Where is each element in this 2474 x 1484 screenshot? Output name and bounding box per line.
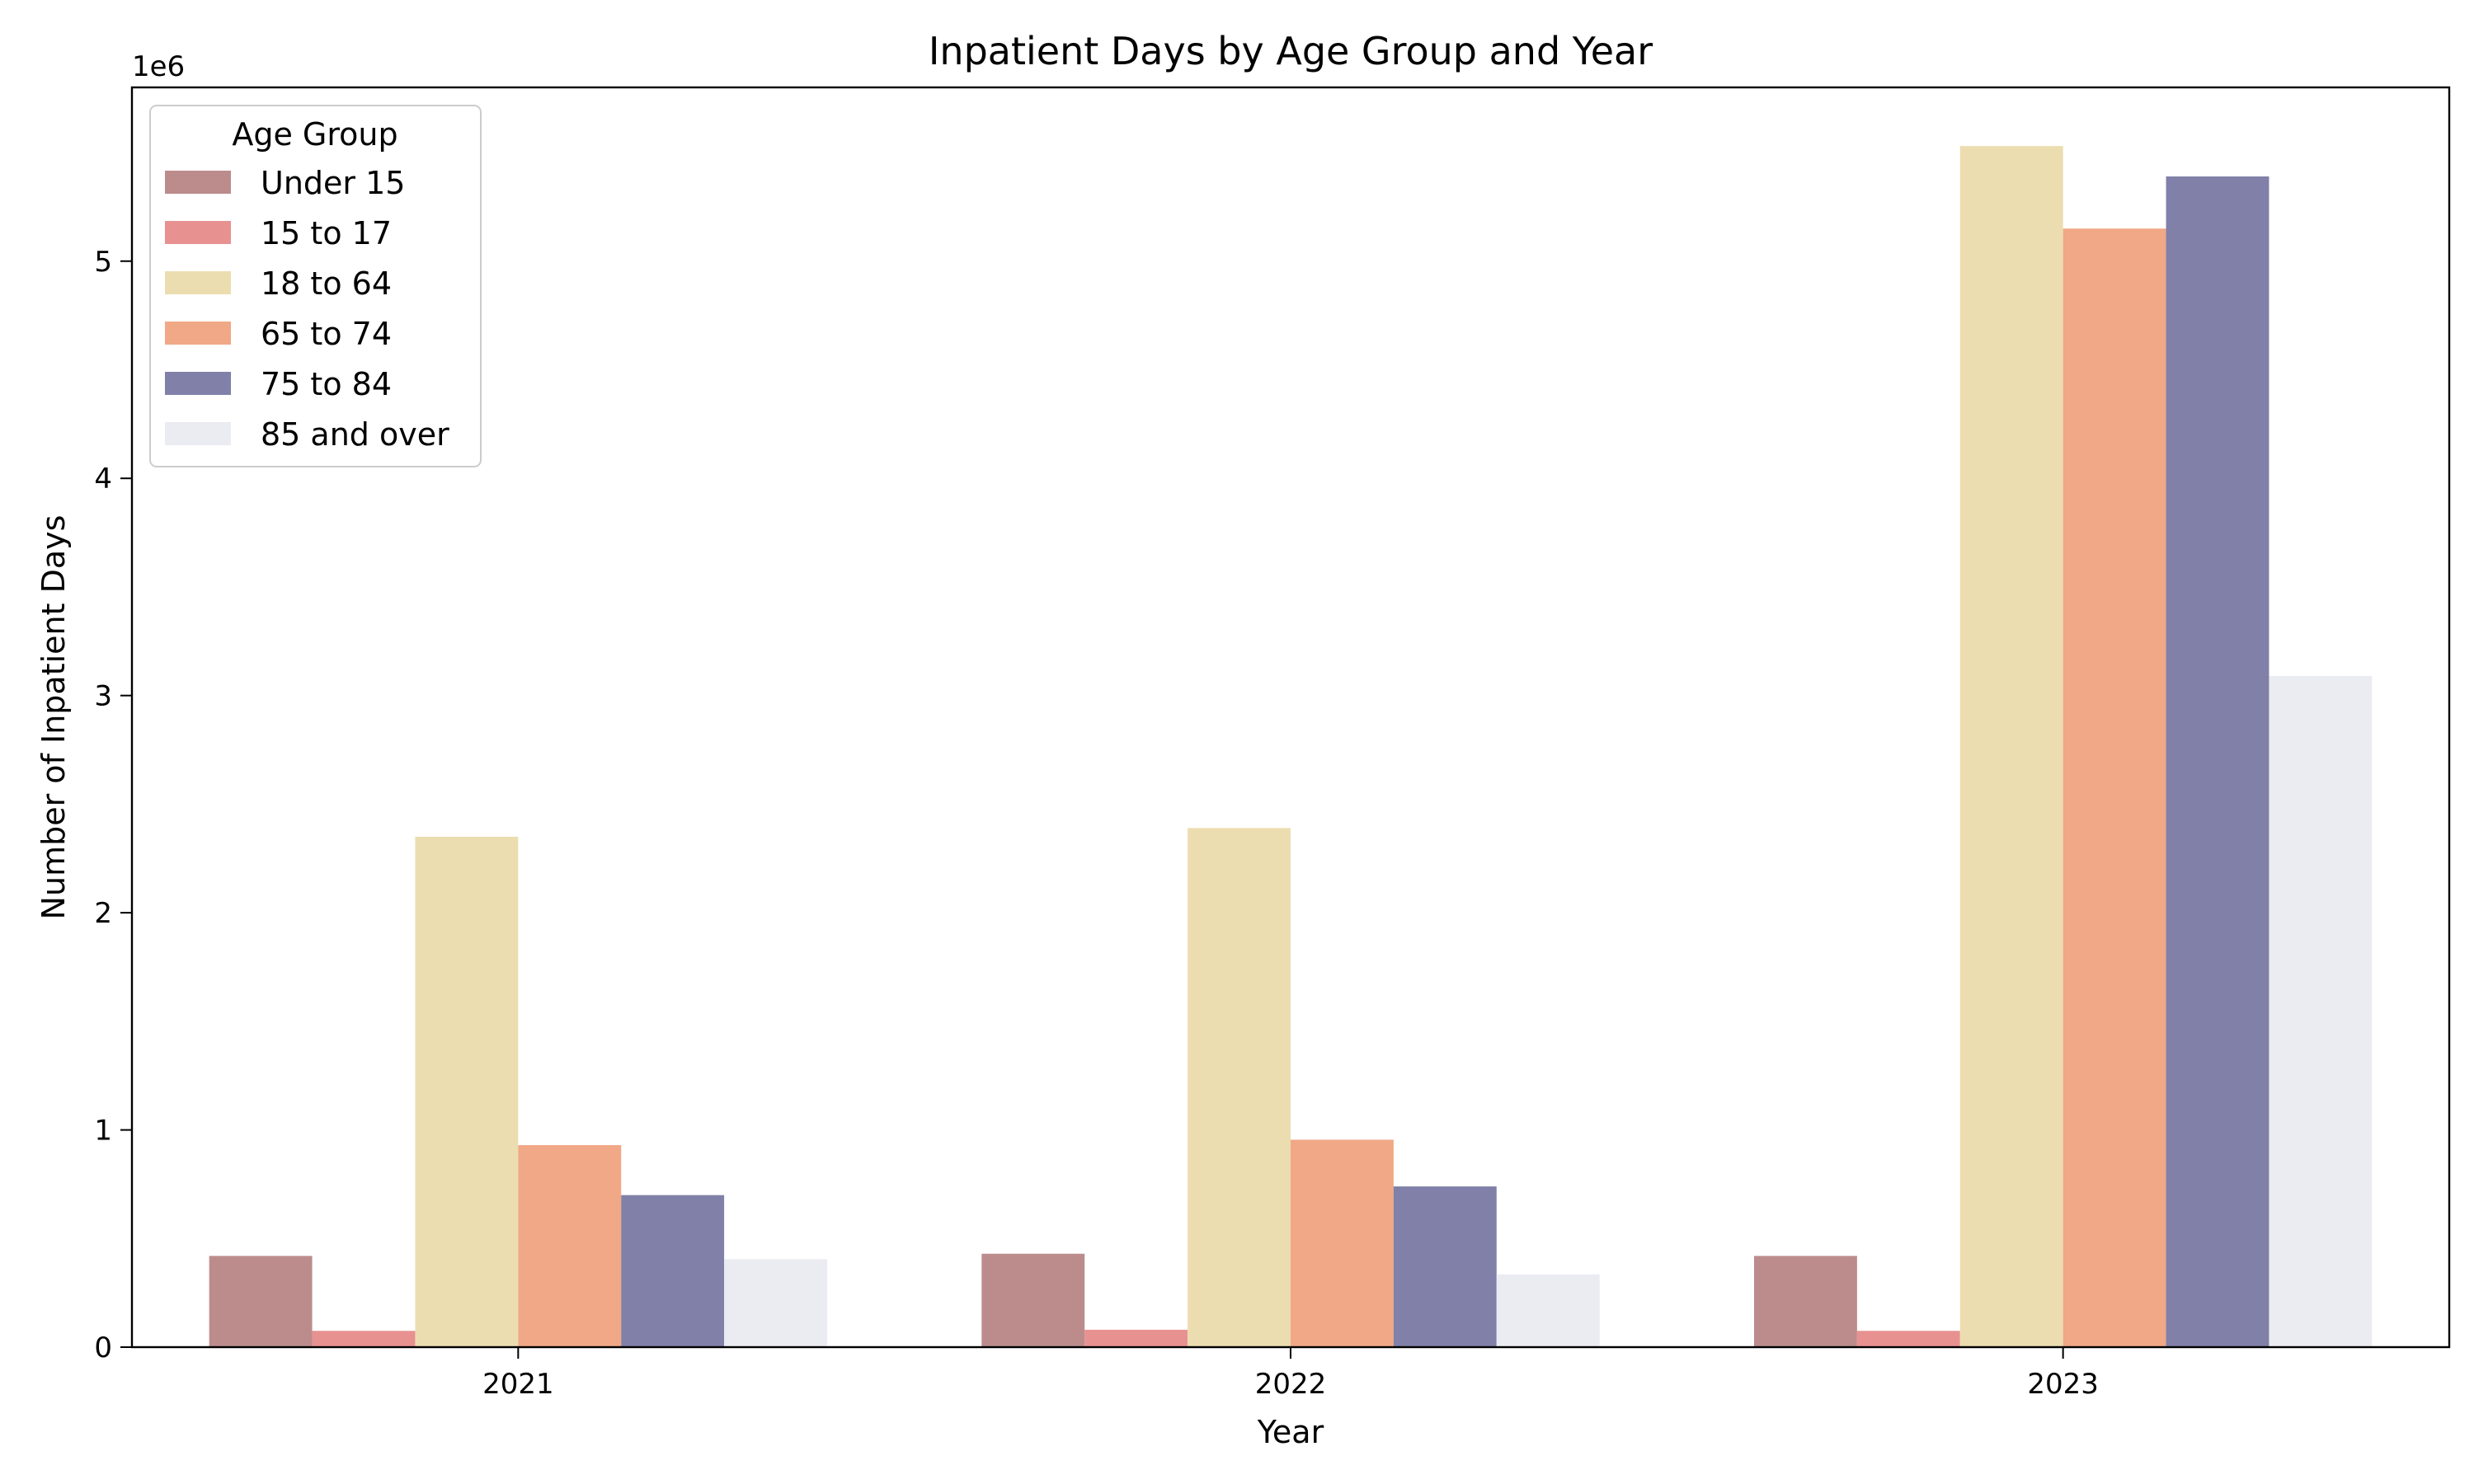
- chart-title: Inpatient Days by Age Group and Year: [929, 29, 1653, 73]
- bar-under-15-2023: [1754, 1256, 1857, 1347]
- bar-75-to-84-2021: [621, 1195, 725, 1347]
- y-tick-label: 5: [94, 246, 112, 279]
- bar-15-to-17-2021: [312, 1331, 416, 1347]
- bar-75-to-84-2022: [1393, 1186, 1497, 1347]
- bar-18-to-64-2021: [415, 836, 519, 1347]
- bar-under-15-2021: [209, 1256, 313, 1347]
- x-tick-label: 2023: [2027, 1368, 2099, 1401]
- bar-15-to-17-2023: [1856, 1331, 1960, 1347]
- legend-swatch-under-15: [165, 171, 231, 194]
- legend-label: 65 to 74: [261, 316, 392, 352]
- legend-swatch-75-to-84: [165, 372, 231, 395]
- legend-label: 15 to 17: [261, 215, 392, 251]
- legend-box: [149, 105, 482, 467]
- bar-85-and-over-2023: [2269, 675, 2373, 1347]
- bars-group: [209, 146, 2373, 1348]
- y-tick-label: 2: [94, 897, 112, 930]
- bar-85-and-over-2021: [724, 1259, 827, 1347]
- legend-swatch-65-to-74: [165, 322, 231, 345]
- y-axis: 0 1 2 3 4 5: [94, 246, 132, 1364]
- bar-65-to-74-2022: [1291, 1139, 1394, 1347]
- bar-65-to-74-2023: [2062, 228, 2166, 1347]
- legend-swatch-15-to-17: [165, 221, 231, 244]
- y-tick-label: 4: [94, 463, 112, 495]
- bar-75-to-84-2023: [2166, 176, 2269, 1347]
- legend-swatch-85-and-over: [165, 422, 231, 445]
- bar-65-to-74-2021: [518, 1144, 622, 1347]
- y-tick-label: 1: [94, 1115, 112, 1148]
- legend-label: 18 to 64: [261, 265, 392, 302]
- x-tick-label: 2021: [482, 1368, 554, 1401]
- y-tick-label: 0: [94, 1331, 112, 1364]
- y-tick-label: 3: [94, 680, 112, 713]
- x-axis-label: Year: [1257, 1414, 1324, 1450]
- legend-label: 85 and over: [261, 416, 449, 453]
- legend-title: Age Group: [232, 116, 397, 153]
- y-axis-label: Number of Inpatient Days: [35, 515, 72, 920]
- legend-label: Under 15: [261, 165, 405, 201]
- bar-85-and-over-2022: [1496, 1274, 1600, 1347]
- legend-label: 75 to 84: [261, 366, 392, 402]
- bar-under-15-2022: [981, 1253, 1085, 1347]
- x-tick-label: 2022: [1255, 1368, 1327, 1401]
- legend: Age Group Under 15 15 to 17 18 to 64 65 to …: [149, 105, 482, 467]
- bar-18-to-64-2023: [1959, 146, 2063, 1348]
- x-axis: 2021 2022 2023: [482, 1347, 2099, 1401]
- y-offset-text: 1e6: [132, 50, 185, 83]
- plot-frame: [130, 86, 2451, 1349]
- bar-18-to-64-2022: [1188, 828, 1291, 1347]
- legend-swatch-18-to-64: [165, 271, 231, 294]
- bar-15-to-17-2022: [1084, 1329, 1188, 1347]
